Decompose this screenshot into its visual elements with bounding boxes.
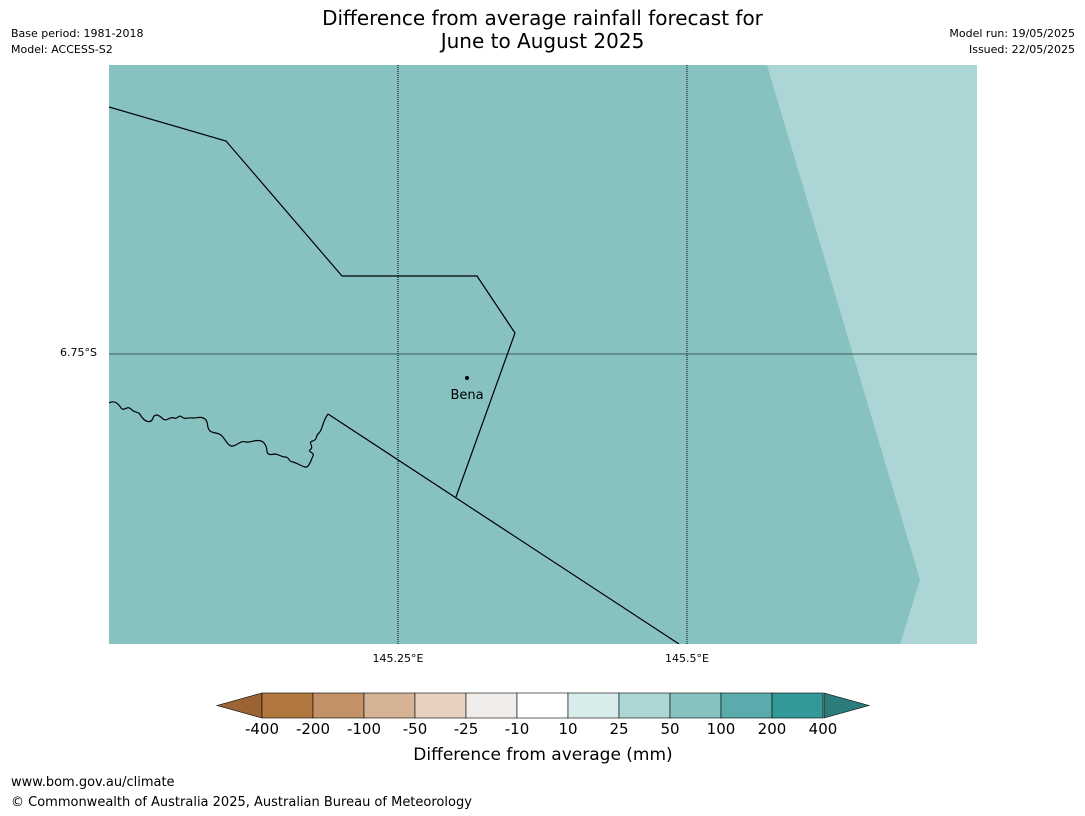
colorbar-tick-label: 10 [558, 720, 578, 738]
colorbar-segment [567, 692, 620, 719]
meta-left: Base period: 1981-2018 Model: ACCESS-S2 [11, 26, 143, 58]
footer-copyright: © Commonwealth of Australia 2025, Austra… [11, 795, 472, 810]
province-boundary-south [327, 413, 680, 644]
colorbar-arrow-high [823, 692, 871, 719]
colorbar-title: Difference from average (mm) [413, 745, 673, 765]
footer-url: www.bom.gov.au/climate [11, 775, 175, 790]
province-boundary [109, 106, 516, 498]
colorbar-tick-label: -200 [295, 720, 331, 738]
colorbar-tick-label: -10 [504, 720, 530, 738]
longitude-label-2: 145.5°E [665, 652, 709, 665]
map-title: Difference from average rainfall forecas… [0, 7, 1085, 53]
colorbar-tick-label: 25 [609, 720, 629, 738]
base-period-text: Base period: 1981-2018 [11, 27, 144, 40]
colorbar-segment [720, 692, 773, 719]
place-marker [465, 376, 469, 380]
map-canvas [109, 65, 977, 644]
latitude-label: 6.75°S [60, 346, 97, 359]
colorbar-arrow-low [215, 692, 263, 719]
colorbar-segment [465, 692, 518, 719]
coastline [109, 401, 329, 468]
meta-right: Model run: 19/05/2025 Issued: 22/05/2025 [949, 26, 1075, 58]
colorbar-segments [261, 692, 824, 719]
colorbar-segment [363, 692, 416, 719]
place-label: Bena [450, 388, 484, 403]
map-panel[interactable] [109, 65, 977, 644]
colorbar-segment [261, 692, 314, 719]
colorbar-segment [771, 692, 824, 719]
colorbar-segment [414, 692, 467, 719]
colorbar-tick-label: 100 [706, 720, 736, 738]
colorbar-tick-label: -100 [346, 720, 382, 738]
colorbar-segment [312, 692, 365, 719]
colorbar-tick-label: -25 [453, 720, 479, 738]
title-line-1: Difference from average rainfall forecas… [322, 6, 763, 30]
colorbar-tick-label: 200 [757, 720, 787, 738]
model-text: Model: ACCESS-S2 [11, 43, 113, 56]
model-run-text: Model run: 19/05/2025 [949, 27, 1075, 40]
colorbar-segment [669, 692, 722, 719]
colorbar-tick-label: 50 [660, 720, 680, 738]
colorbar-tick-label: -50 [402, 720, 428, 738]
colorbar-segment [516, 692, 569, 719]
colorbar-tick-label: -400 [244, 720, 280, 738]
longitude-label-1: 145.25°E [372, 652, 424, 665]
colorbar-segment [618, 692, 671, 719]
title-line-2: June to August 2025 [440, 29, 645, 53]
issued-text: Issued: 22/05/2025 [968, 43, 1075, 56]
colorbar-tick-label: 400 [808, 720, 838, 738]
